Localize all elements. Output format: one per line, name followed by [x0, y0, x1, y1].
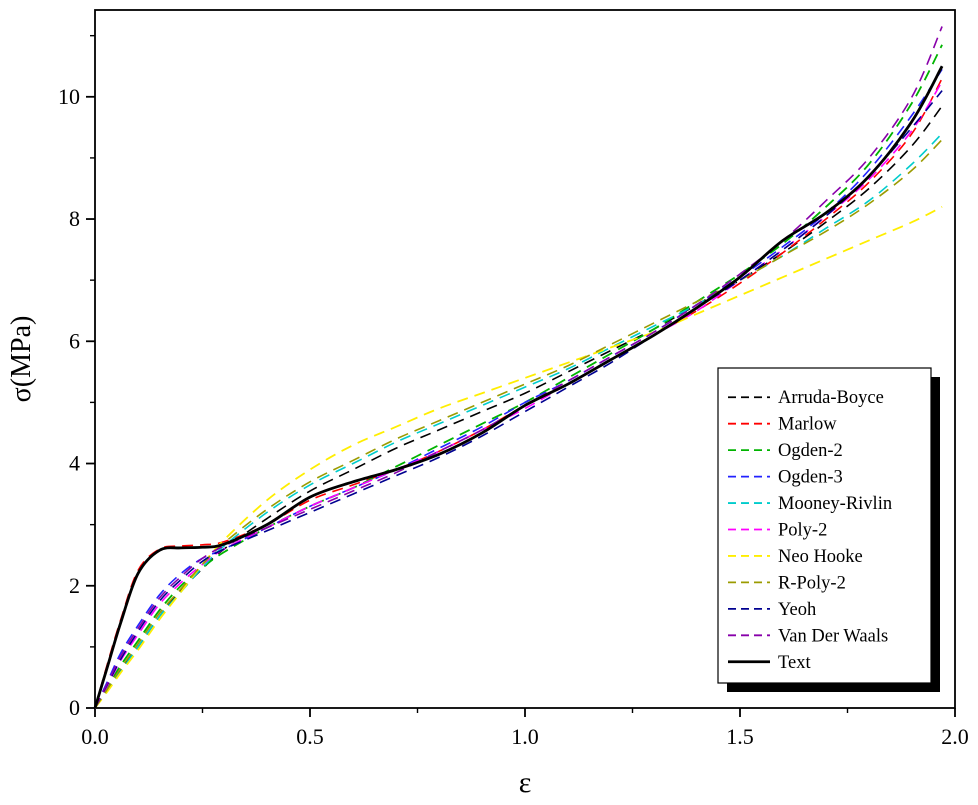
x-tick-label: 1.0	[511, 724, 539, 749]
y-tick-label: 8	[69, 206, 80, 231]
x-axis-label: ε	[519, 766, 532, 799]
legend-label: Marlow	[778, 415, 837, 435]
y-tick-label: 10	[58, 84, 80, 109]
y-tick-label: 2	[69, 573, 80, 598]
x-tick-label: 0.0	[81, 724, 109, 749]
legend-label: Arruda-Boyce	[778, 388, 884, 408]
y-axis-label: σ(MPa)	[6, 316, 37, 403]
x-tick-label: 0.5	[296, 724, 324, 749]
y-tick-label: 4	[69, 451, 80, 476]
series-line-text	[93, 65, 944, 709]
x-tick-label: 1.5	[726, 724, 754, 749]
legend-label: R-Poly-2	[778, 573, 846, 593]
y-tick-label: 0	[69, 695, 80, 720]
legend-label: Poly-2	[778, 521, 827, 541]
legend-box	[717, 367, 932, 684]
series-line-ogden-3	[94, 68, 943, 709]
legend-label: Ogden-3	[778, 468, 843, 488]
legend-label: Ogden-2	[778, 441, 843, 461]
legend-label: Text	[778, 653, 811, 673]
series-line-mooney-rivlin	[94, 132, 943, 709]
y-tick-label: 6	[69, 328, 80, 353]
series-line-marlow	[94, 78, 943, 709]
legend-label: Mooney-Rivlin	[778, 494, 892, 514]
legend-label: Van Der Waals	[778, 626, 888, 646]
legend-label: Neo Hooke	[778, 547, 863, 567]
series-line-r-poly-2	[94, 139, 943, 709]
series-line-ogden-2	[94, 44, 943, 709]
series-line-yeoh	[94, 90, 943, 709]
legend-label: Yeoh	[778, 600, 816, 620]
x-tick-label: 2.0	[941, 724, 969, 749]
series-line-neo-hooke	[94, 206, 943, 709]
